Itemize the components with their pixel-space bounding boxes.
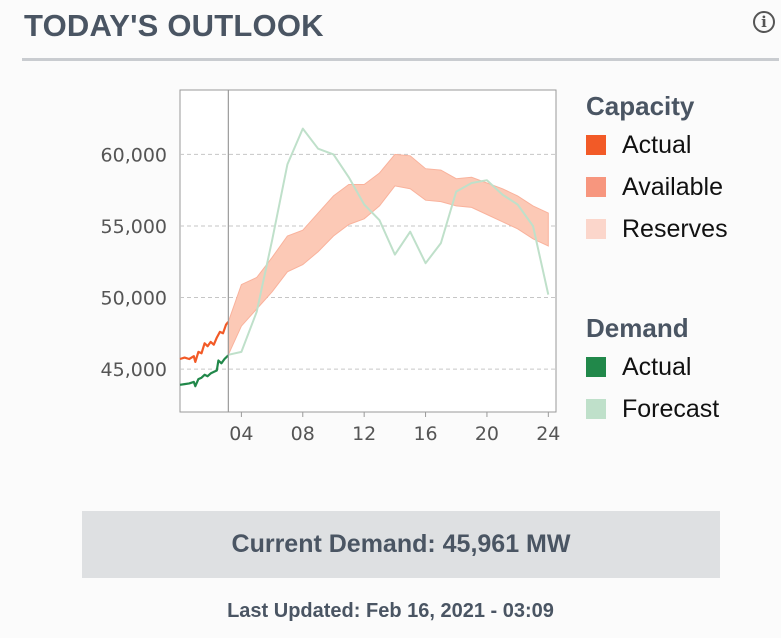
legend-label: Actual	[622, 353, 692, 381]
legend-swatch	[586, 219, 606, 239]
legend-label: Actual	[622, 131, 692, 159]
legend-item-demand-forecast[interactable]: Forecast	[586, 388, 776, 430]
page-title: TODAY'S OUTLOOK	[24, 8, 324, 43]
x-tick-label: 08	[291, 423, 315, 445]
legend-item-capacity-actual[interactable]: Actual	[586, 124, 776, 166]
available-band	[227, 153, 549, 356]
x-tick-label: 12	[352, 423, 376, 445]
outlook-chart: 45,000 50,000 55,000 60,000 04 08 12 16 20 24	[101, 89, 560, 445]
legend-item-capacity-available[interactable]: Available	[586, 166, 776, 208]
y-tick-label: 50,000	[101, 288, 167, 310]
header: TODAY'S OUTLOOK i	[22, 0, 779, 61]
y-tick-label: 55,000	[101, 216, 167, 238]
legend-swatch	[586, 399, 606, 419]
legend-heading-capacity: Capacity	[586, 91, 695, 121]
legend: Capacity Actual Available Reserves Deman…	[586, 88, 776, 430]
legend-swatch	[586, 135, 606, 155]
capacity-actual-line	[179, 321, 230, 363]
legend-item-capacity-reserves[interactable]: Reserves	[586, 208, 776, 250]
current-demand-box: Current Demand: 45,961 MW	[82, 511, 720, 578]
y-tick-label: 45,000	[101, 359, 167, 381]
x-tick-label: 04	[229, 423, 253, 445]
last-updated: Last Updated: Feb 16, 2021 - 03:09	[227, 600, 554, 622]
legend-item-demand-actual[interactable]: Actual	[586, 346, 776, 388]
y-tick-label: 60,000	[101, 144, 167, 166]
demand-forecast-line	[228, 127, 550, 356]
x-tick-label: 20	[475, 423, 499, 445]
info-icon[interactable]: i	[753, 11, 775, 33]
legend-label: Forecast	[622, 395, 720, 423]
legend-heading-demand: Demand	[586, 313, 689, 343]
plot-area	[179, 89, 557, 413]
x-tick-label: 16	[413, 423, 437, 445]
legend-swatch	[586, 357, 606, 377]
legend-swatch	[586, 177, 606, 197]
legend-label: Available	[622, 173, 724, 201]
x-tick-label: 24	[536, 423, 560, 445]
legend-label: Reserves	[622, 215, 728, 243]
demand-actual-line	[179, 354, 230, 388]
